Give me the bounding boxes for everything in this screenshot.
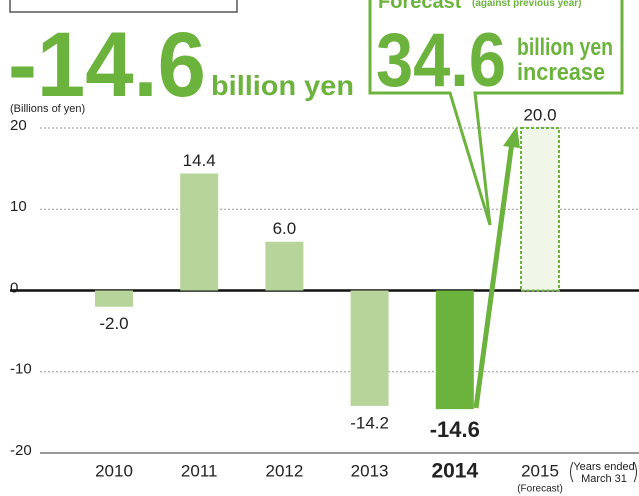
bar xyxy=(435,290,474,410)
x-tick-label: 2012 xyxy=(265,461,303,480)
x-tick-label: 2015 xyxy=(521,461,559,480)
value-label: -2.0 xyxy=(99,314,128,333)
forecast-callout xyxy=(368,0,624,226)
plot: 20100-10-202010-2.0201114.420126.02013-1… xyxy=(10,105,639,495)
value-label: 14.4 xyxy=(183,151,216,170)
x-tick-label: 2014 xyxy=(431,460,478,483)
y-axis-label: (Billions of yen) xyxy=(10,103,85,115)
y-tick-label: -10 xyxy=(10,361,32,378)
x-tick-label: 2010 xyxy=(95,461,133,480)
bar xyxy=(265,241,304,291)
y-tick-label: 0 xyxy=(10,279,18,296)
forecast-unit: billion yen xyxy=(517,34,613,61)
forecast-note: (against previous year) xyxy=(472,0,581,9)
x-tick-label: 2011 xyxy=(181,461,218,480)
top-box xyxy=(9,0,238,13)
x-sublabel: (Forecast) xyxy=(517,484,563,495)
bar xyxy=(180,173,219,291)
x-tick-label: 2013 xyxy=(351,461,389,480)
value-label: -14.6 xyxy=(430,417,480,442)
forecast-unit: increase xyxy=(517,59,605,86)
value-label: 6.0 xyxy=(273,219,297,238)
bar xyxy=(520,127,560,292)
x-note: March 31 xyxy=(581,473,627,485)
headline-unit: billion yen xyxy=(211,70,354,101)
y-tick-label: -20 xyxy=(10,442,32,459)
bar xyxy=(95,290,133,307)
x-note: Years ended xyxy=(573,461,634,473)
headline-value: -14.6 xyxy=(8,14,206,116)
arrow-head xyxy=(503,126,520,148)
value-label: -14.2 xyxy=(350,413,389,432)
bracket xyxy=(633,461,637,483)
bar xyxy=(350,290,389,406)
forecast-value: 34.6 xyxy=(376,18,506,103)
y-tick-label: 10 xyxy=(10,198,27,215)
bracket xyxy=(570,461,574,483)
value-label: 20.0 xyxy=(523,105,556,124)
y-tick-label: 20 xyxy=(10,117,27,134)
arrow xyxy=(473,141,515,409)
forecast-title: Forecast xyxy=(378,0,462,13)
